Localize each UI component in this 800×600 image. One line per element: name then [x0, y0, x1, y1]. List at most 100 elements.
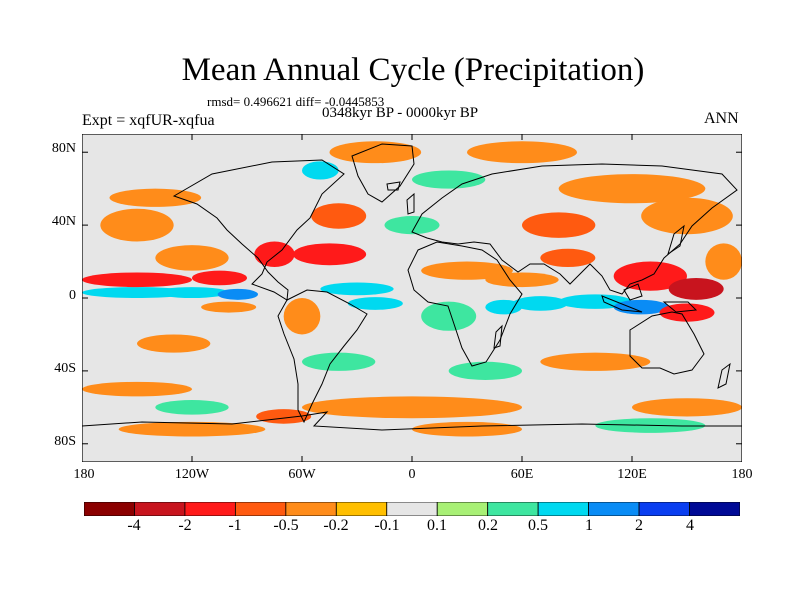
colorbar-swatch: [537, 502, 590, 516]
precip-anomaly-region: [82, 381, 192, 397]
colorbar-swatch: [84, 502, 135, 516]
colorbar-swatch: [436, 502, 489, 516]
time-period: 0348kyr BP - 0000kyr BP: [322, 105, 479, 121]
precip-anomaly-region: [201, 301, 257, 313]
axis-ticks: [82, 134, 742, 462]
colorbar-swatch: [386, 502, 438, 516]
precip-anomaly-region: [311, 203, 367, 229]
precipitation-map: [82, 134, 742, 462]
rmsd-diff-stats: rmsd= 0.496621 diff= -0.0445853: [207, 94, 385, 109]
experiment-label: Expt = xqfUR-xqfua: [82, 112, 215, 129]
precip-anomaly-region: [137, 334, 211, 353]
precip-anomaly-region: [302, 161, 339, 180]
precip-anomaly-region: [82, 272, 192, 288]
colorbar-swatch: [689, 502, 740, 516]
lon-label: 60W: [288, 467, 316, 482]
colorbar-swatch: [588, 502, 640, 516]
lat-label: 80S: [54, 434, 76, 449]
coastline-south-america: [277, 289, 368, 424]
precip-anomaly-region: [109, 188, 202, 207]
precip-anomaly-region: [512, 296, 568, 311]
coastline-uk: [406, 192, 415, 215]
coastlines: [82, 143, 742, 431]
lon-label: 60E: [510, 467, 534, 482]
colorbar-label: -2: [178, 517, 192, 534]
precip-anomaly-region: [467, 141, 577, 164]
precip-anomaly-region: [668, 277, 724, 300]
chart-title: Mean Annual Cycle (Precipitation): [181, 52, 645, 88]
season-label: ANN: [704, 110, 739, 127]
precip-anomaly-region: [192, 270, 247, 286]
colorbar-label: 2: [635, 517, 643, 534]
lat-label: 0: [69, 288, 76, 303]
precip-anomaly-region: [522, 212, 596, 238]
precip-anomaly-region: [412, 421, 522, 437]
precip-anomaly-region: [155, 400, 229, 415]
precip-anomaly-region: [320, 282, 394, 296]
precip-anomaly-region: [632, 398, 742, 417]
precip-anomaly-region: [485, 299, 522, 315]
precip-anomaly-region: [448, 361, 522, 380]
coastline-antarctica: [82, 411, 742, 431]
lon-label: 180: [73, 467, 95, 482]
colorbar-label: 4: [686, 517, 694, 534]
lat-label: 40S: [54, 361, 76, 376]
colorbar-swatch: [134, 502, 186, 516]
precip-anomaly-region: [302, 352, 376, 371]
precip-anomaly-region: [217, 288, 258, 300]
coastline-new-guinea: [662, 301, 698, 313]
precip-anomaly-region: [558, 294, 632, 309]
colorbar-label: -0.2: [323, 517, 349, 534]
precip-anomaly-region: [421, 301, 477, 331]
colorbar-label: -0.1: [374, 517, 400, 534]
coastline-indonesia: [601, 295, 643, 313]
colorbar-swatch: [487, 502, 539, 516]
lon-label: 120E: [617, 467, 647, 482]
precip-anomaly-region: [155, 287, 229, 298]
colorbar-label: -0.5: [273, 517, 299, 534]
lat-label: 40N: [51, 214, 76, 229]
precip-anomaly-region: [329, 141, 422, 164]
colorbar: [84, 502, 740, 516]
colorbar-label: -4: [127, 517, 141, 534]
lon-label: 0: [408, 467, 416, 482]
coastline-north-america: [172, 159, 345, 301]
coastline-greenland: [351, 143, 415, 203]
coastline-madagascar: [493, 324, 503, 349]
lon-label: 180: [731, 467, 753, 482]
precip-anomaly-region: [302, 396, 522, 419]
coastline-new-zealand: [717, 362, 731, 389]
colorbar-swatch: [638, 502, 690, 516]
colorbar-label: 0.2: [478, 517, 498, 534]
colorbar-label: 0.1: [427, 517, 447, 534]
coastline-borneo: [623, 283, 643, 301]
coastline-iceland: [386, 181, 401, 191]
precip-anomaly-region: [659, 303, 715, 322]
precip-anomaly-region: [254, 241, 295, 268]
precip-anomaly-region: [540, 352, 651, 371]
precip-anomaly-region: [256, 409, 312, 424]
precip-anomaly-region: [100, 208, 174, 242]
coastline-japan: [667, 224, 685, 256]
precip-anomaly-region: [118, 421, 266, 437]
precip-anomaly-region: [347, 297, 403, 310]
lon-label: 120W: [174, 467, 210, 482]
precip-anomaly-region: [540, 248, 596, 268]
colorbar-swatch: [184, 502, 236, 516]
colorbar-swatch: [335, 502, 388, 516]
colorbar-swatch: [285, 502, 337, 516]
precip-anomaly-region: [705, 243, 742, 280]
precip-anomaly-region: [283, 298, 321, 335]
precip-anomaly-region: [384, 216, 440, 235]
colorbar-label: 1: [585, 517, 593, 534]
precip-anomaly-region: [155, 245, 229, 271]
colorbar-label: 0.5: [528, 517, 548, 534]
precip-anomaly-region: [412, 170, 486, 189]
colorbar-swatch: [234, 502, 287, 516]
lat-label: 80N: [51, 141, 76, 156]
precip-anomaly-region: [292, 243, 367, 266]
precip-anomaly-region: [641, 197, 733, 235]
coastline-africa: [407, 241, 523, 367]
precip-anomaly-region: [485, 272, 559, 288]
coastline-australia: [629, 311, 705, 375]
